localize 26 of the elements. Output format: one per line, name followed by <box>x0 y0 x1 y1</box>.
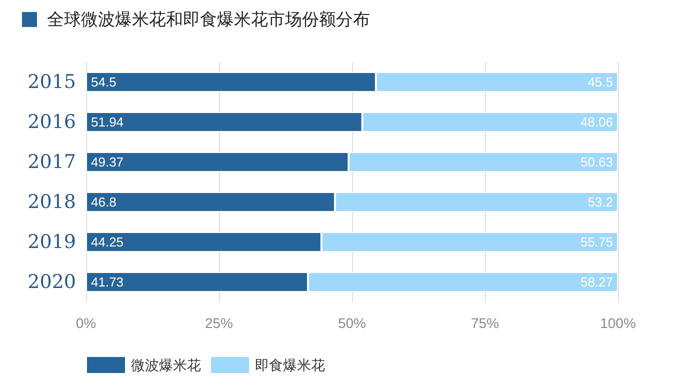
data-label: 55.75 <box>580 234 613 250</box>
data-label: 49.37 <box>91 154 124 170</box>
data-label: 53.2 <box>588 194 613 210</box>
legend-label: 微波爆米花 <box>131 357 201 373</box>
data-label: 44.25 <box>91 234 124 250</box>
data-label: 45.5 <box>588 74 613 90</box>
y-tick-label: 2017 <box>28 151 76 173</box>
y-tick-label: 2019 <box>28 231 76 253</box>
data-label: 51.94 <box>91 114 124 130</box>
data-label: 54.5 <box>91 74 116 90</box>
x-tick-label: 0% <box>76 315 96 331</box>
data-label: 41.73 <box>91 274 124 290</box>
data-label: 48.06 <box>580 114 613 130</box>
x-tick-label: 50% <box>338 315 366 331</box>
y-tick-label: 2015 <box>28 71 76 93</box>
y-tick-label: 2016 <box>28 111 76 133</box>
data-label: 58.27 <box>580 274 613 290</box>
data-label: 46.8 <box>91 194 116 210</box>
x-tick-label: 75% <box>470 315 500 331</box>
y-tick-label: 2018 <box>28 191 76 213</box>
x-tick-label: 25% <box>204 315 234 331</box>
legend-label: 即食爆米花 <box>255 357 325 373</box>
chart-title: 全球微波爆米花和即食爆米花市场份额分布 <box>47 9 370 31</box>
data-label: 50.63 <box>580 154 613 170</box>
x-tick-label: 100% <box>600 315 636 331</box>
y-tick-label: 2020 <box>28 271 76 293</box>
